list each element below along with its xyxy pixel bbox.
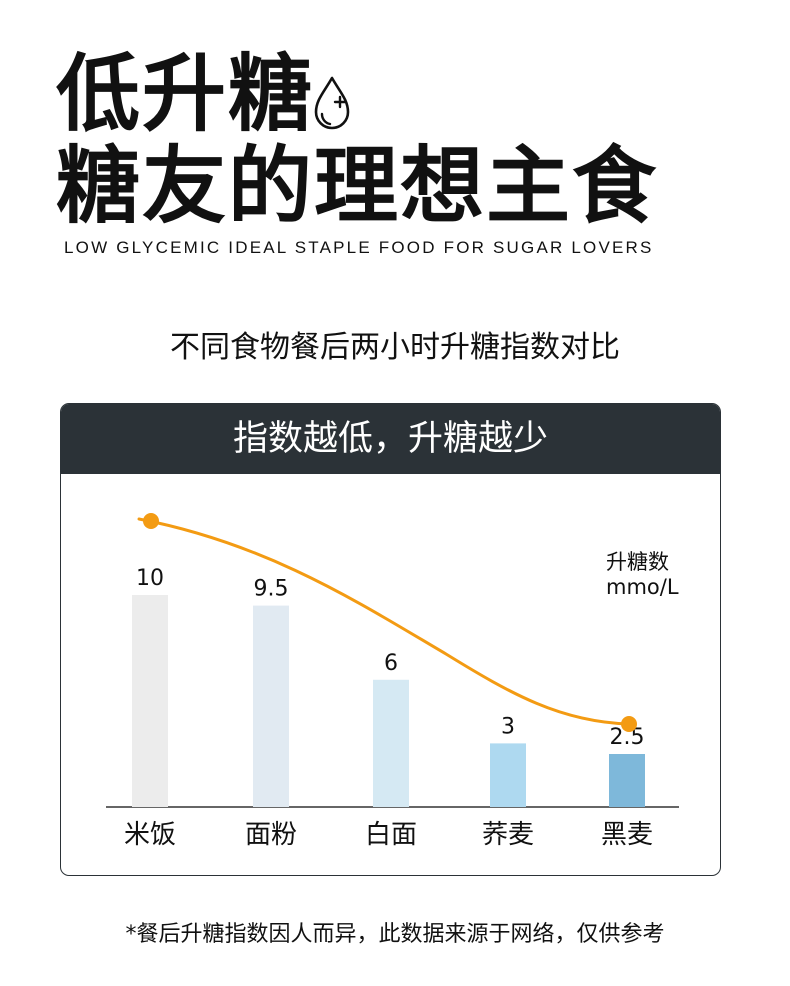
- hero-title-line2: 糖友的理想主食: [56, 137, 659, 235]
- data-label-2: 9.5: [254, 577, 289, 602]
- data-label-4: 3: [501, 714, 515, 739]
- blood-drop-plus-icon: [314, 76, 350, 130]
- category-label-1: 米饭: [124, 820, 176, 850]
- footnote: *餐后升糖指数因人而异，此数据来源于网络，仅供参考: [125, 922, 665, 947]
- chart-card: 指数越低，升糖越少 10 米饭 9.5 面粉 6 白面 3 荞麦 2.5 黑麦 升糖数 mmo/L: [60, 403, 721, 876]
- category-label-5: 黑麦: [601, 820, 653, 850]
- bar-3: [373, 679, 409, 807]
- trend-point-end: [621, 716, 637, 732]
- category-label-4: 荞麦: [482, 820, 534, 850]
- bar-2: [253, 605, 289, 807]
- card-header: 指数越低，升糖越少: [61, 404, 720, 474]
- category-label-3: 白面: [365, 820, 417, 850]
- y-axis-label: 升糖数: [606, 550, 669, 574]
- y-axis-unit: mmo/L: [606, 575, 679, 599]
- trend-point-start: [143, 513, 159, 529]
- data-label-1: 10: [136, 566, 164, 591]
- comparison-title: 不同食物餐后两小时升糖指数对比: [170, 330, 620, 365]
- category-label-2: 面粉: [245, 820, 297, 850]
- subtitle-english: LOW GLYCEMIC IDEAL STAPLE FOOD FOR SUGAR…: [64, 238, 654, 257]
- data-label-3: 6: [384, 651, 398, 676]
- hero-title-line1: 低升糖: [56, 45, 315, 143]
- trend-line: [137, 517, 631, 726]
- bar-4: [490, 743, 526, 807]
- bar-5: [609, 754, 645, 807]
- bar-1: [132, 595, 168, 807]
